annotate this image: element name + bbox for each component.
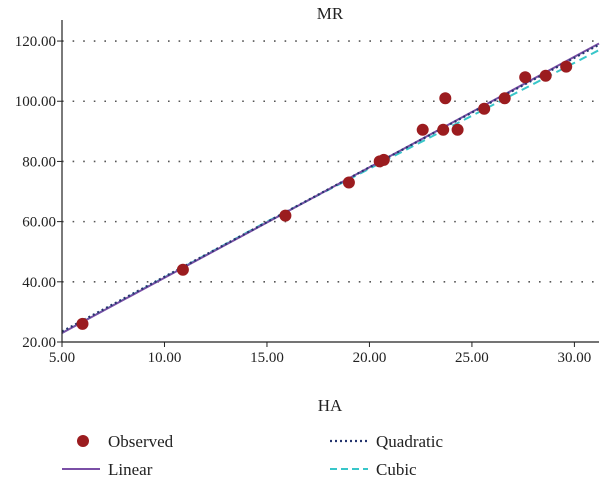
x-tick-label: 20.00 xyxy=(353,350,387,366)
y-tick-label: 100.00 xyxy=(15,94,56,110)
legend-item-linear: Linear xyxy=(62,460,153,479)
y-axis-title: MR xyxy=(317,4,344,23)
y-tick-label: 20.00 xyxy=(22,335,56,351)
legend-label-observed: Observed xyxy=(108,432,174,451)
fit-lines xyxy=(61,42,600,334)
observed-point xyxy=(519,71,532,84)
legend-swatch-observed xyxy=(77,435,89,447)
observed-point xyxy=(560,60,573,73)
observed-point xyxy=(439,92,452,105)
observed-point xyxy=(176,263,189,276)
legend-item-quadratic: Quadratic xyxy=(330,432,443,451)
observed-point xyxy=(539,69,552,82)
x-tick-label: 15.00 xyxy=(250,350,284,366)
legend-item-observed: Observed xyxy=(77,432,174,451)
x-tick-label: 25.00 xyxy=(455,350,489,366)
axes xyxy=(57,20,599,347)
y-tick-label: 120.00 xyxy=(15,34,56,50)
observed-point xyxy=(478,102,491,115)
y-tick-label: 60.00 xyxy=(22,215,56,231)
legend-label-linear: Linear xyxy=(108,460,153,479)
legend-label-quadratic: Quadratic xyxy=(376,432,443,451)
tick-labels: 20.00 40.00 60.00 80.00 100.00 120.00 5.00 10.0… xyxy=(15,34,592,366)
x-axis-title: HA xyxy=(318,396,343,415)
observed-point xyxy=(416,123,429,136)
observed-point xyxy=(377,153,390,166)
x-tick-label: 30.00 xyxy=(558,350,592,366)
legend-label-cubic: Cubic xyxy=(376,460,417,479)
x-tick-label: 10.00 xyxy=(148,350,182,366)
observed-point xyxy=(498,92,511,105)
observed-point xyxy=(437,123,450,136)
y-tick-label: 80.00 xyxy=(22,154,56,170)
observed-point xyxy=(76,317,89,330)
legend: Observed Linear Quadratic Cubic xyxy=(62,432,443,479)
x-tick-label: 5.00 xyxy=(49,350,75,366)
observed-point xyxy=(451,123,464,136)
observed-points xyxy=(76,60,573,330)
fit-line-quadratic xyxy=(61,43,600,333)
observed-point xyxy=(279,209,292,222)
legend-item-cubic: Cubic xyxy=(330,460,417,479)
observed-point xyxy=(342,176,355,189)
y-tick-label: 40.00 xyxy=(22,275,56,291)
grid-lines xyxy=(62,40,599,283)
